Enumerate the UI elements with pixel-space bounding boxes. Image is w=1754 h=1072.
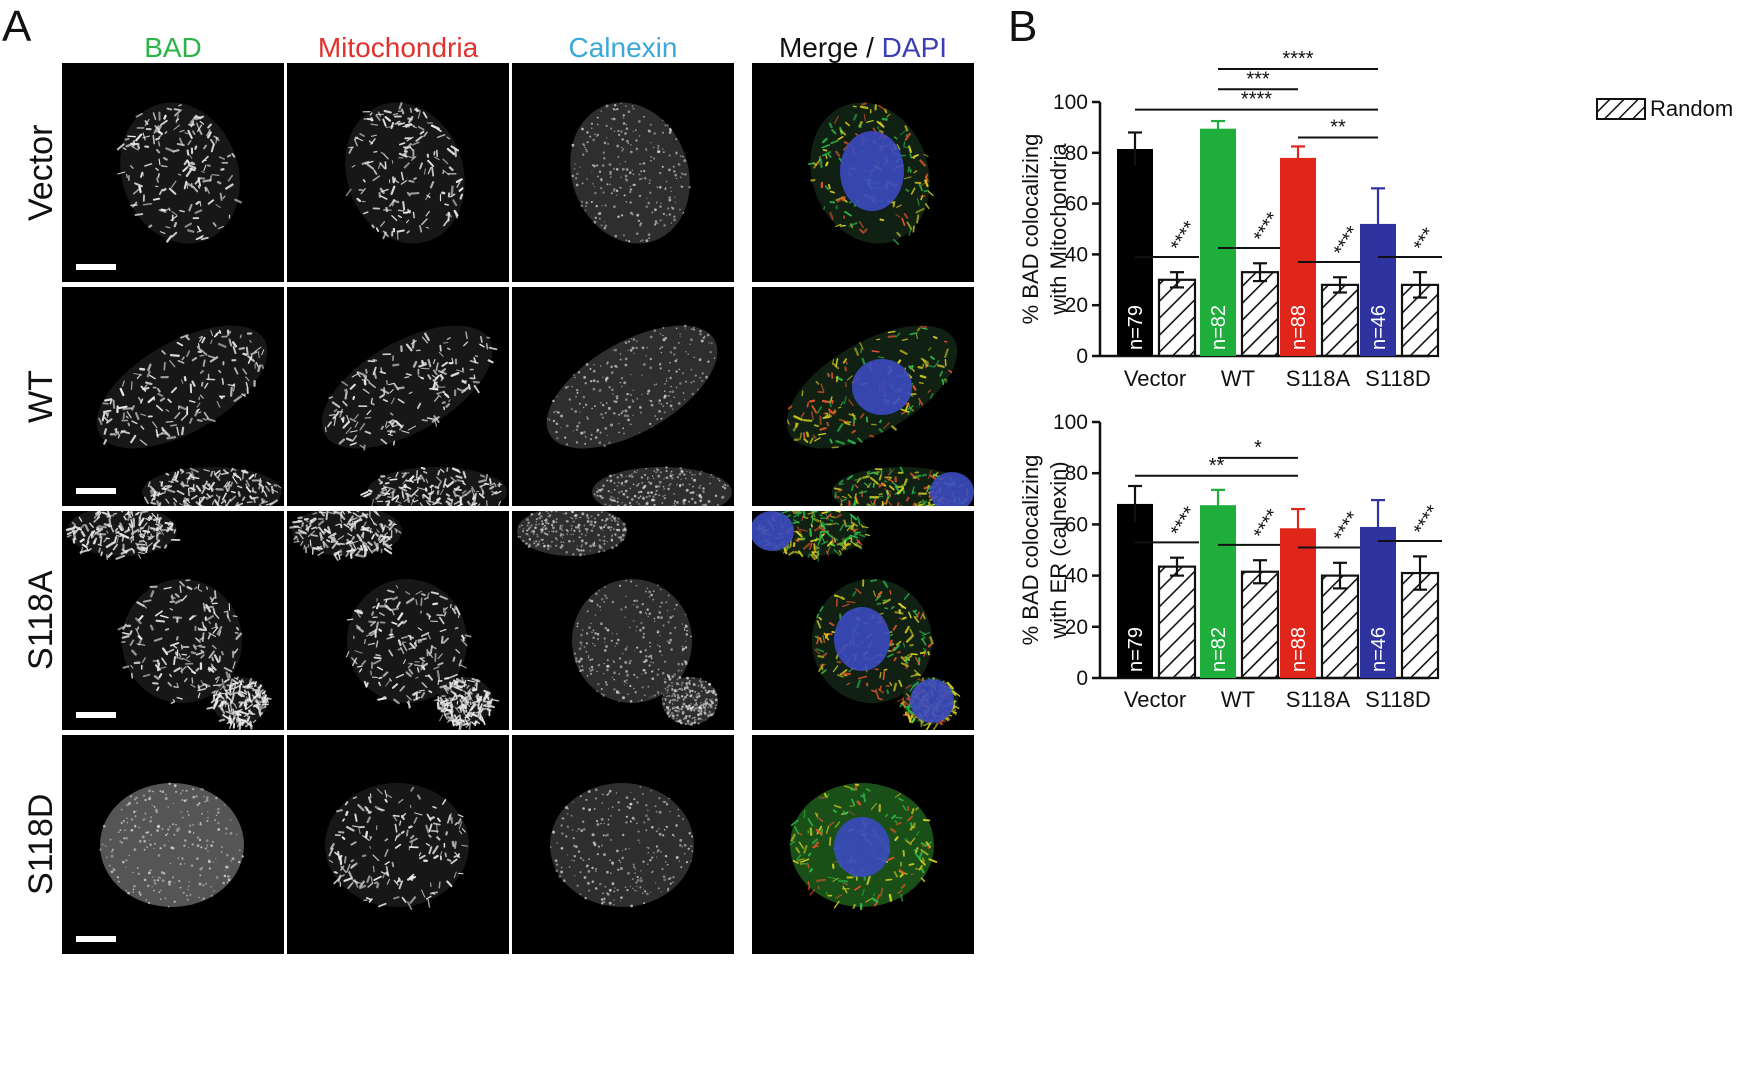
dapi-label: DAPI <box>881 32 948 63</box>
merge-separator: / <box>858 32 882 63</box>
y-tick-label-mito: 80 <box>1065 142 1088 165</box>
micrograph-vector-calnexin <box>512 63 734 282</box>
micrograph-s118a-merge <box>752 511 974 730</box>
y-tick-label-er: 60 <box>1065 513 1088 536</box>
x-tick-label-mito: S118D <box>1365 366 1431 391</box>
bar-n-label-mito: n=88 <box>1288 305 1310 350</box>
legend: Random <box>1596 96 1733 122</box>
bar-n-label-er: n=82 <box>1208 627 1230 672</box>
legend-hatch-swatch <box>1596 98 1646 120</box>
legend-label-random: Random <box>1650 96 1734 121</box>
x-tick-label-mito: Vector <box>1124 366 1186 391</box>
micrograph-vector-merge <box>752 63 974 282</box>
column-header-bad: BAD <box>144 32 202 63</box>
bar-er-wt <box>1200 505 1236 678</box>
y-tick-label-mito: 40 <box>1065 243 1088 266</box>
x-tick-label-er: S118D <box>1365 687 1431 712</box>
x-tick-label-er: S118A <box>1286 687 1351 712</box>
bar-random-er-s118a <box>1320 574 1360 680</box>
bar-n-label-mito: n=82 <box>1208 305 1230 350</box>
bar-random-mito-s118a <box>1320 283 1360 358</box>
significance-stars-mito: **** <box>1330 222 1365 260</box>
comparison-stars-mito: **** <box>1282 48 1313 70</box>
bar-random-mito-wt <box>1240 271 1280 358</box>
bar-random-er-vector <box>1157 565 1197 680</box>
micrograph-vector-bad <box>62 63 284 282</box>
bar-random-mito-vector <box>1157 278 1197 358</box>
significance-stars-mito: **** <box>1167 217 1202 255</box>
bar-n-label-mito: n=46 <box>1368 305 1390 350</box>
micrograph-wt-calnexin <box>512 287 734 506</box>
bar-er-vector <box>1117 503 1153 678</box>
bar-n-label-mito: n=79 <box>1125 305 1147 350</box>
merge-label: Merge <box>778 32 859 63</box>
y-tick-label-er: 100 <box>1053 411 1088 434</box>
column-header-calnexin: Calnexin <box>568 32 678 63</box>
micrograph-wt-bad <box>62 287 284 506</box>
panel-a-label: A <box>2 2 32 51</box>
significance-stars-er: **** <box>1167 503 1202 541</box>
x-tick-label-er: WT <box>1221 687 1255 712</box>
y-axis-label-er: % BAD colocalizing <box>1018 455 1043 646</box>
bar-mito-vector <box>1117 148 1153 356</box>
y-tick-label-er: 40 <box>1065 565 1088 588</box>
bar-n-label-er: n=88 <box>1288 627 1310 672</box>
micrograph-s118a-mitochondria <box>287 511 509 730</box>
micrograph-wt-merge <box>752 287 974 506</box>
panel-b-label: B <box>1008 2 1038 51</box>
bar-mito-s118d <box>1360 223 1396 356</box>
micrograph-wt-mitochondria <box>287 287 509 506</box>
bar-n-label-er: n=79 <box>1125 627 1147 672</box>
bar-er-s118a <box>1280 528 1316 678</box>
y-axis-label-mito: with Mitochondria <box>1046 143 1071 316</box>
scale-bar <box>76 712 116 718</box>
significance-stars-er: **** <box>1250 505 1285 543</box>
comparison-stars-mito: *** <box>1246 68 1270 90</box>
bar-mito-s118a <box>1280 157 1316 356</box>
significance-stars-mito: *** <box>1410 224 1441 256</box>
row-label-wt: WT <box>22 370 60 423</box>
column-header-merge: Merge / DAPI <box>752 32 974 64</box>
bar-er-s118d <box>1360 526 1396 678</box>
y-axis-label-er: with ER (calnexin) <box>1046 461 1071 639</box>
comparison-stars-er: * <box>1254 437 1262 459</box>
x-tick-label-er: Vector <box>1124 687 1186 712</box>
bar-random-er-s118d <box>1400 571 1440 680</box>
bar-random-er-wt <box>1240 570 1280 680</box>
y-axis-label-mito: % BAD colocalizing <box>1018 134 1043 325</box>
row-label-s118a: S118A <box>22 570 60 671</box>
column-header-mitochondria: Mitochondria <box>317 32 479 63</box>
significance-stars-er: **** <box>1330 508 1365 546</box>
y-tick-label-mito: 20 <box>1065 294 1088 317</box>
micrograph-s118a-calnexin <box>512 511 734 730</box>
scale-bar <box>76 264 116 270</box>
y-tick-label-er: 80 <box>1065 462 1088 485</box>
significance-stars-mito: **** <box>1250 208 1285 246</box>
x-tick-label-mito: WT <box>1221 366 1255 391</box>
y-tick-label-mito: 60 <box>1065 193 1088 216</box>
micrograph-s118d-mitochondria <box>287 735 509 954</box>
y-tick-label-er: 0 <box>1076 667 1088 690</box>
micrograph-s118d-merge <box>752 735 974 954</box>
micrograph-s118d-bad <box>62 735 284 954</box>
scale-bar <box>76 488 116 494</box>
row-label-s118d: S118D <box>22 793 60 896</box>
scale-bar <box>76 936 116 942</box>
comparison-stars-er: ** <box>1209 455 1225 477</box>
y-tick-label-mito: 100 <box>1053 91 1088 114</box>
bar-n-label-er: n=46 <box>1368 627 1390 672</box>
micrograph-s118a-bad <box>62 511 284 730</box>
comparison-stars-mito: ** <box>1330 117 1346 139</box>
micrograph-vector-mitochondria <box>287 63 509 282</box>
bar-mito-wt <box>1200 128 1236 356</box>
y-tick-label-er: 20 <box>1065 616 1088 639</box>
bar-random-mito-s118d <box>1400 283 1440 358</box>
comparison-stars-mito: **** <box>1241 89 1272 111</box>
x-tick-label-mito: S118A <box>1286 366 1351 391</box>
micrograph-s118d-calnexin <box>512 735 734 954</box>
y-tick-label-mito: 0 <box>1076 345 1088 368</box>
significance-stars-er: **** <box>1410 501 1445 539</box>
row-label-vector: Vector <box>22 124 60 221</box>
